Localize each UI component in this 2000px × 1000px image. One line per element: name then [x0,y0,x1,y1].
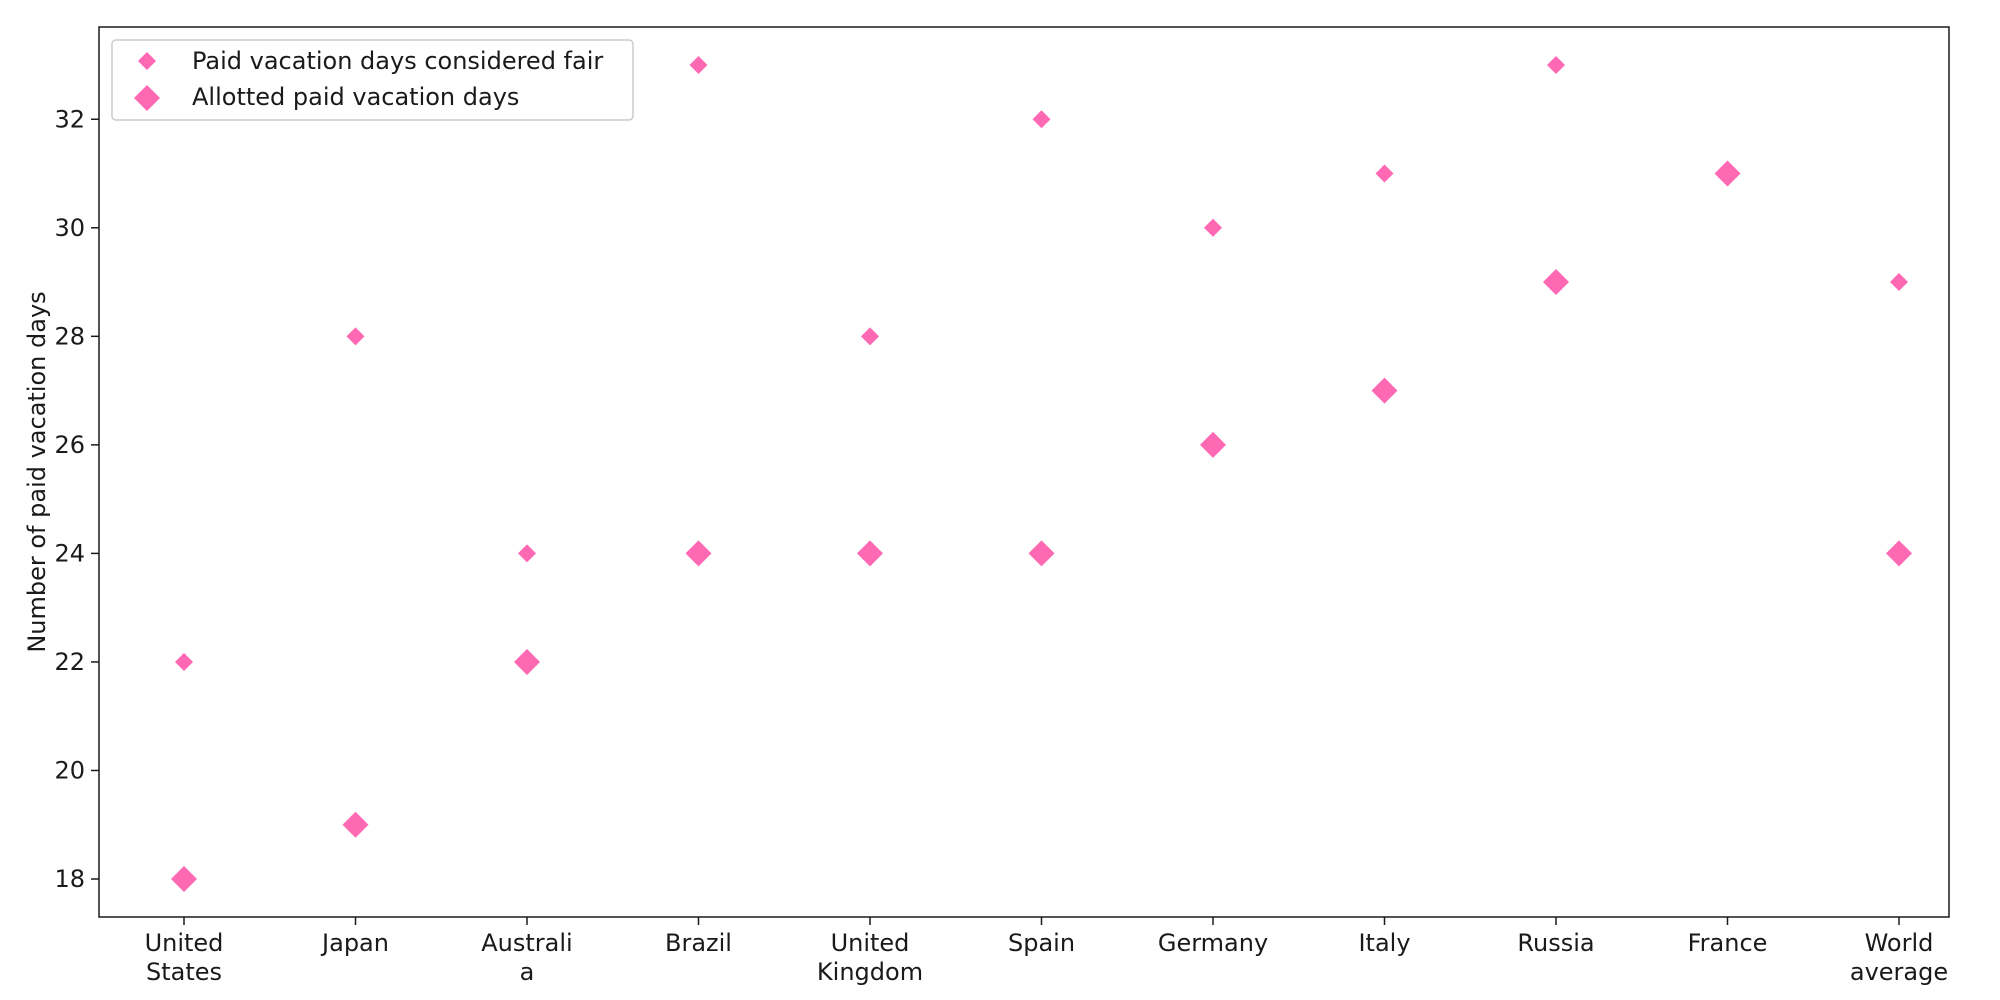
legend-item-fair: Paid vacation days considered fair [138,47,603,75]
point-allotted [1371,377,1398,404]
y-tick-label: 18 [54,865,85,893]
series-fair [175,55,1908,671]
point-allotted [171,866,197,893]
point-allotted [1714,160,1741,187]
y-tick-label: 20 [54,756,85,784]
y-tick-label: 24 [54,539,85,567]
y-tick-label: 32 [54,105,85,133]
x-tick-label: France [1688,929,1768,957]
legend-label-fair: Paid vacation days considered fair [192,47,603,75]
plot-area [171,55,1912,893]
x-tick-label: Brazil [665,929,732,957]
y-axis-title: Number of paid vacation days [23,291,51,652]
point-fair [1032,110,1051,129]
x-tick-label: Germany [1158,929,1268,957]
legend-box [111,39,634,121]
point-fair [346,327,365,346]
point-allotted [1543,269,1569,296]
point-allotted [685,540,712,567]
point-allotted [514,648,540,675]
point-fair [518,544,536,563]
point-allotted [1028,540,1055,567]
x-tick-label: Spain [1008,929,1075,957]
point-fair [861,327,879,346]
point-allotted [1886,540,1912,567]
legend-marker-allotted [134,85,160,111]
point-fair [1890,273,1908,292]
x-tick-label: Italy [1358,929,1410,957]
point-fair [175,652,193,671]
x-tick-label: Japan [320,929,389,957]
point-fair [1204,218,1222,237]
axes: 18 20 22 24 26 28 30 32 United States Japan Austral… [54,26,1950,986]
legend: Paid vacation days considered fair Allot… [111,39,634,121]
x-tick-label: World average [1850,929,1948,986]
x-tick-label: Australi a [481,929,572,986]
plot-frame [98,26,1950,918]
point-fair [1547,55,1565,74]
y-tick-label: 28 [54,322,85,350]
y-tick-label: 22 [54,648,85,676]
y-tick-label: 30 [54,214,85,242]
x-tick-label: Russia [1517,929,1594,957]
y-tick-label: 26 [54,431,85,459]
series-allotted [171,160,1912,893]
point-allotted [1200,431,1226,458]
legend-item-allotted: Allotted paid vacation days [134,83,519,111]
legend-label-allotted: Allotted paid vacation days [192,83,519,111]
x-tick-label: United Kingdom [817,929,923,986]
point-fair [689,55,708,74]
point-fair [1375,164,1394,183]
x-tick-label: United States [145,929,224,986]
point-allotted [857,540,883,567]
legend-marker-fair [138,52,156,70]
point-allotted [342,811,369,838]
